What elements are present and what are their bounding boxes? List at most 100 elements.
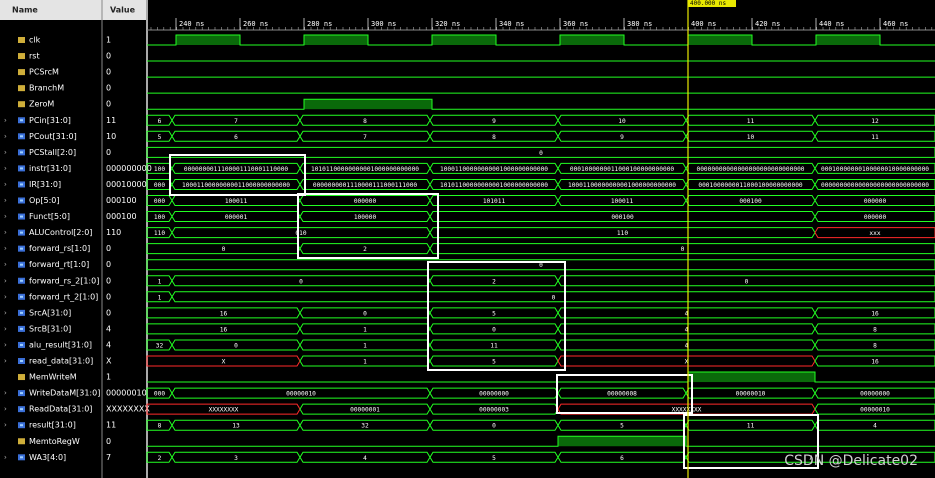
bus-segment [146,259,935,271]
bus-label: 000001 [225,214,248,221]
bus-label: 5 [492,359,496,366]
expand-arrow: › [4,116,7,124]
signal-icon-detail [20,392,23,395]
signal-name: MemWriteM [29,373,77,382]
expand-arrow: › [4,132,7,140]
signal-icon-detail [20,135,23,138]
signal-icon [18,85,25,92]
signal-value: 0 [106,437,111,446]
signal-name: forward_rs_2[1:0] [29,276,99,285]
bus-label: 6 [620,455,624,462]
bus-label: 000 [154,182,165,189]
signal-value: 110 [106,228,121,237]
bus-label: 8 [873,342,877,349]
signal-value: 000100 [106,196,137,205]
bus-label: 5 [492,455,496,462]
bus-segment [814,227,935,239]
bit-trace [147,435,935,447]
ruler-label: 440 ns [819,20,844,28]
bus-label: 32 [156,342,164,349]
signal-icon-detail [20,263,23,266]
signal-icon-detail [20,279,23,282]
signal-icon-detail [20,360,23,362]
signal-name: BranchM [29,84,64,93]
signal-value: 0 [106,308,111,317]
ruler-label: 280 ns [307,20,332,28]
bus-label: 00000008 [607,391,637,398]
bus-label: 00000000 [860,391,890,398]
bus-label: 16 [871,359,879,366]
bus-label: 00000010 [286,391,316,398]
bus-label: 0 [539,262,543,269]
bus-label: 16 [220,310,228,317]
signal-icon-detail [20,215,23,218]
signal-name: ZeroM [29,100,54,109]
signal-value: 000000000 [106,164,152,173]
highlights [169,154,819,469]
bus-label: 8 [363,118,367,125]
highlight-box [556,374,693,414]
signal-name: forward_rt_2[1:0] [29,292,98,301]
ruler-label: 260 ns [243,20,268,28]
bus-label: 10001100000000001000000000000 [440,166,548,173]
signal-icon-detail [20,456,23,459]
bus-label: 7 [234,118,238,125]
bus-label: 000100 [611,214,634,221]
bus-label: 0 [745,278,749,285]
high-level [176,35,240,45]
bus-label: 0001000000011000100000000000 [570,166,675,173]
bus-label: 0 [299,278,303,285]
signal-value: 0 [106,260,111,269]
bus-label: 11 [490,342,498,349]
bus-label: 4 [363,455,367,462]
bus-label: 00000003 [479,407,509,414]
signal-value: 10 [106,132,116,141]
bus-label: 1 [158,294,162,301]
expand-arrow: › [4,309,7,317]
value-header: Value [110,6,136,15]
bus-segment [171,291,935,303]
signal-name: instr[31:0] [29,164,71,173]
signal-value: 11 [106,116,116,125]
cursor-label: 400.000 ns [690,0,727,7]
name-header: Name [12,6,38,15]
signal-icon-detail [20,183,23,186]
bus-label: 100011 [611,198,634,205]
signal-value: 0 [106,52,111,61]
signal-name: result[31:0] [29,421,76,430]
expand-arrow: › [4,357,7,365]
expand-arrow: › [4,213,7,221]
signal-name: alu_result[31:0] [29,340,92,349]
bus-segment [685,451,935,463]
bus-segment [814,178,935,190]
bus-label: 010 [295,230,306,237]
bus-segment [814,355,935,367]
highlight-box [683,414,819,469]
bus-label: 4 [685,326,689,333]
high-level [304,99,432,110]
bus-label: 10 [618,118,626,125]
waves: 240 ns 260 ns 280 ns 300 ns 320 ns 340 ns 360 … [4,18,935,463]
bus-segment [146,146,935,158]
signal-icon-detail [20,295,23,298]
high-level [560,35,624,45]
bus-label: 1 [363,342,367,349]
expand-arrow: › [4,261,7,269]
bus-label: 1 [363,359,367,366]
bus-label: 000 [154,198,165,205]
signal-icon-detail [20,408,23,411]
signal-name: ALUControl[2:0] [29,228,92,237]
bus-segment [814,323,935,335]
ruler-label: 300 ns [371,20,396,28]
bus-label: 5 [158,134,162,141]
signal-value: 7 [106,453,111,462]
bus-label: 0000000011100001110001110000 [184,166,289,173]
bus-label: 100 [154,166,165,173]
signal-name: IR[31:0] [29,180,61,189]
signal-value: 4 [106,324,111,333]
signal-value: X [106,357,112,366]
bus-label: 000000 [354,198,377,205]
expand-arrow: › [4,389,7,397]
ruler-label: 340 ns [499,20,524,28]
